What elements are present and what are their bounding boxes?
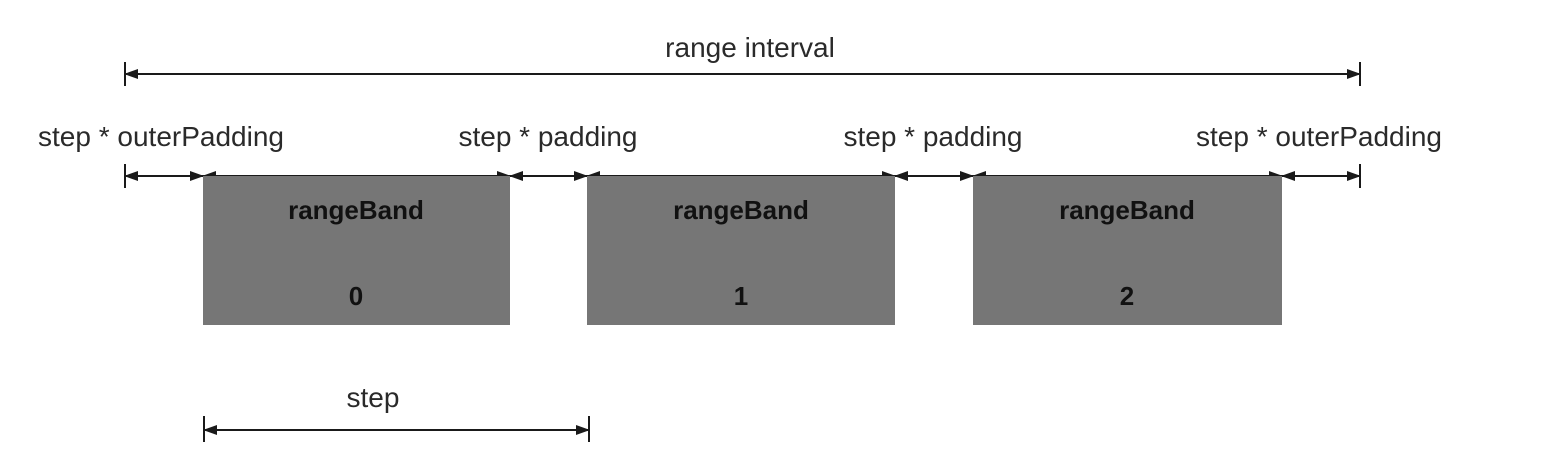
range-band-index: 1 xyxy=(734,281,748,311)
outer-padding-left-label: step * outerPadding xyxy=(38,121,284,152)
step-label: step xyxy=(347,382,400,413)
range-band-index: 0 xyxy=(349,281,363,311)
outer-padding-right-label: step * outerPadding xyxy=(1196,121,1442,152)
range-interval-label: range interval xyxy=(665,32,835,63)
range-interval-dimension: range interval xyxy=(124,32,1361,86)
step-dimension: step xyxy=(203,382,590,442)
range-band-1: rangeBand 1 xyxy=(587,176,895,325)
range-band-label: rangeBand xyxy=(1059,195,1195,225)
range-band-label: rangeBand xyxy=(288,195,424,225)
padding-label-1: step * padding xyxy=(458,121,637,152)
padding-label-2: step * padding xyxy=(843,121,1022,152)
range-band-label: rangeBand xyxy=(673,195,809,225)
range-band-2: rangeBand 2 xyxy=(973,176,1282,325)
range-band-0: rangeBand 0 xyxy=(203,176,510,325)
range-band-index: 2 xyxy=(1120,281,1134,311)
